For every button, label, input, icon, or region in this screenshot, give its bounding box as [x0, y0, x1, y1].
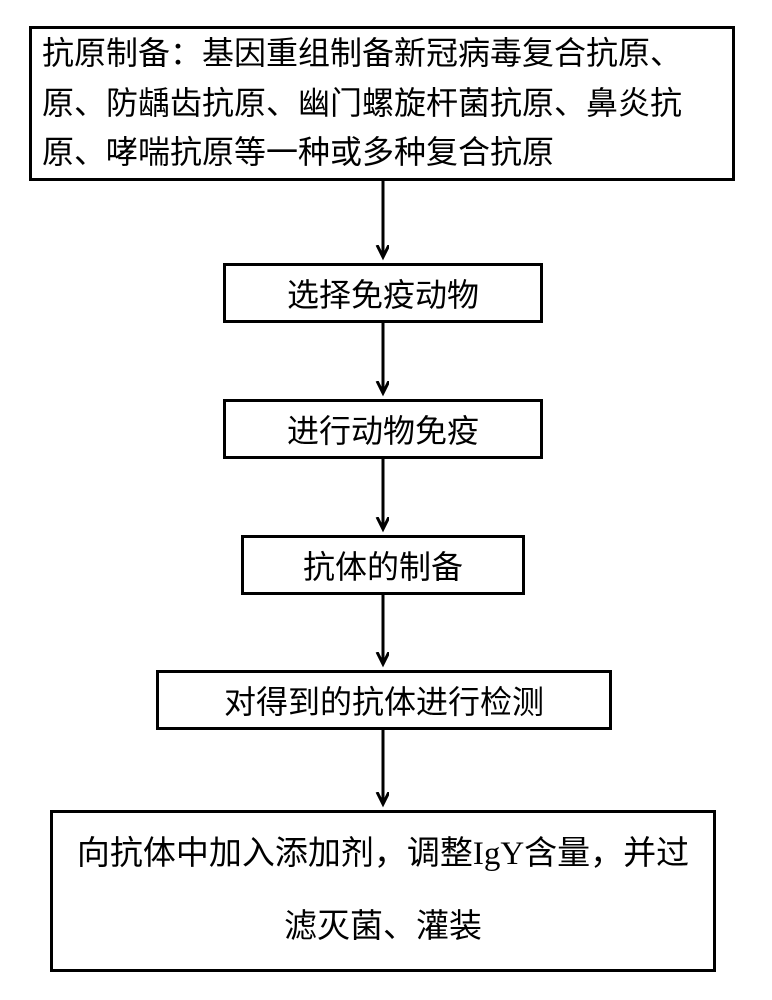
- flow-node-additives-fill: 向抗体中加入添加剂，调整IgY含量，并过滤灭菌、灌装: [50, 810, 716, 972]
- flow-node-immunize-animal: 进行动物免疫: [223, 399, 543, 459]
- node-text: 抗体的制备: [303, 542, 463, 588]
- flow-node-antibody-prep: 抗体的制备: [241, 535, 525, 595]
- flowchart-canvas: 抗原制备：基因重组制备新冠病毒复合抗原、原、防龋齿抗原、幽门螺旋杆菌抗原、鼻炎抗…: [0, 0, 772, 1000]
- node-text: 对得到的抗体进行检测: [224, 677, 544, 723]
- flow-node-antibody-test: 对得到的抗体进行检测: [156, 670, 612, 730]
- flow-node-select-animal: 选择免疫动物: [223, 263, 543, 323]
- node-text: 进行动物免疫: [287, 406, 479, 452]
- node-text: 选择免疫动物: [287, 270, 479, 316]
- node-text: 向抗体中加入添加剂，调整IgY含量，并过滤灭菌、灌装: [73, 818, 693, 963]
